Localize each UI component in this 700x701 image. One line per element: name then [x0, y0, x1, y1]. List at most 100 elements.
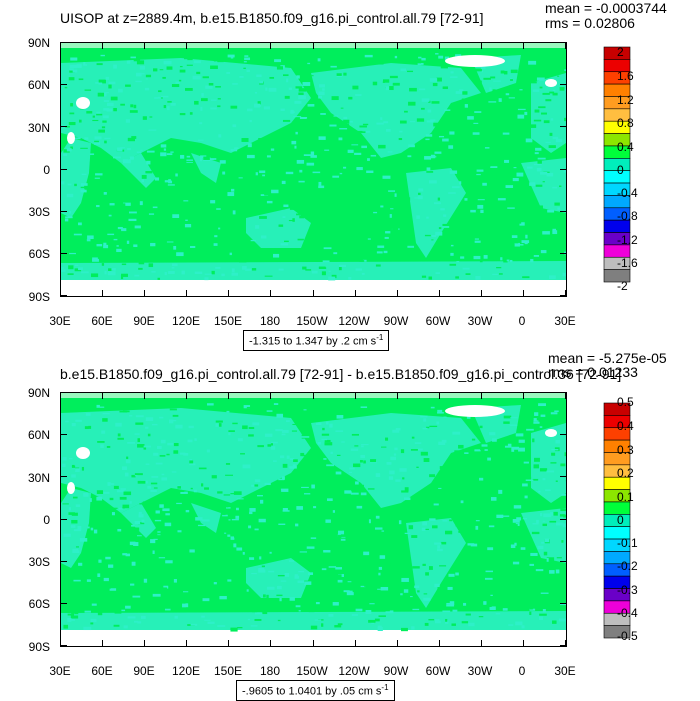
- field-cell: [539, 614, 547, 616]
- field-cell: [300, 117, 307, 119]
- field-cell: [370, 160, 374, 164]
- field-cell: [175, 425, 182, 429]
- field-cell: [311, 236, 318, 238]
- field-cell: [554, 410, 558, 412]
- field-cell: [474, 111, 481, 113]
- field-cell: [327, 495, 330, 496]
- x-tick-mark: [228, 290, 229, 296]
- field-cell: [326, 209, 332, 211]
- field-cell: [191, 488, 193, 489]
- field-cell: [286, 78, 288, 82]
- field-cell: [140, 150, 142, 151]
- field-cell: [473, 123, 478, 124]
- y-tick-label: 0: [10, 163, 50, 177]
- field-cell: [246, 164, 249, 165]
- field-cell: [451, 246, 455, 249]
- field-cell: [386, 129, 391, 132]
- field-cell: [158, 278, 161, 280]
- field-cell: [487, 458, 491, 461]
- field-cell: [327, 113, 331, 115]
- field-cell: [418, 196, 423, 200]
- field-cell: [295, 524, 298, 527]
- field-cell: [528, 246, 533, 249]
- field-cell: [138, 268, 142, 270]
- field-cell: [202, 225, 205, 227]
- colorbar-label: 0.5: [617, 395, 634, 409]
- field-cell: [174, 616, 177, 619]
- field-cell: [498, 198, 506, 200]
- field-cell: [122, 507, 124, 509]
- field-cell: [244, 61, 247, 62]
- field-cell: [180, 113, 186, 115]
- field-cell: [327, 243, 330, 246]
- field-cell: [408, 144, 415, 147]
- field-cell: [134, 621, 138, 623]
- field-cell: [286, 172, 293, 174]
- x-tick-label: 180: [250, 314, 290, 328]
- field-cell: [450, 71, 453, 73]
- field-cell: [387, 587, 393, 588]
- field-cell: [351, 61, 355, 62]
- field-cell: [95, 216, 102, 217]
- y-tick-mark: [61, 211, 67, 212]
- field-cell: [496, 515, 503, 518]
- y-tick-mark: [560, 84, 566, 85]
- field-cell: [70, 57, 77, 60]
- field-cell: [443, 86, 448, 89]
- field-cell: [417, 590, 419, 592]
- field-cell: [366, 220, 372, 221]
- field-cell: [86, 551, 91, 552]
- colorbar-label: 0: [617, 163, 624, 177]
- field-cell: [437, 549, 443, 551]
- field-cell: [431, 156, 437, 157]
- field-cell: [216, 208, 220, 210]
- field-cell: [322, 434, 329, 436]
- field-cell: [444, 109, 450, 110]
- field-cell: [80, 148, 88, 149]
- field-cell: [527, 167, 533, 169]
- field-cell: [160, 455, 166, 457]
- field-cell: [216, 423, 220, 426]
- field-cell: [483, 513, 485, 514]
- field-cell: [247, 109, 253, 112]
- field-cell: [72, 513, 78, 516]
- field-cell: [375, 619, 380, 622]
- field-cell: [529, 564, 534, 566]
- field-cell: [439, 227, 441, 229]
- field-cell: [302, 470, 308, 472]
- field-cell: [178, 569, 184, 571]
- field-cell: [68, 226, 71, 230]
- field-cell: [249, 601, 254, 603]
- field-cell: [74, 234, 82, 236]
- field-cell: [192, 560, 200, 562]
- field-cell: [401, 449, 404, 453]
- field-cell: [142, 558, 147, 561]
- field-cell: [233, 210, 236, 214]
- field-cell: [263, 594, 266, 597]
- field-cell: [269, 77, 274, 79]
- field-cell: [333, 252, 337, 254]
- field-cell: [176, 252, 183, 256]
- field-cell: [506, 93, 510, 95]
- field-cell: [165, 513, 170, 515]
- field-cell: [395, 193, 397, 197]
- field-cell: [108, 271, 116, 275]
- field-cell: [503, 608, 508, 611]
- field-cell: [267, 204, 269, 208]
- field-cell: [432, 235, 437, 237]
- field-cell: [453, 221, 459, 224]
- field-cell: [412, 437, 415, 439]
- y-tick-mark: [560, 295, 566, 296]
- field-cell: [370, 258, 377, 259]
- field-cell: [118, 522, 122, 525]
- field-cell: [437, 545, 440, 549]
- field-cell: [189, 426, 194, 428]
- field-cell: [556, 224, 561, 225]
- field-cell: [126, 457, 128, 459]
- field-cell: [282, 135, 284, 138]
- field-cell: [339, 128, 347, 129]
- field-cell: [206, 251, 212, 254]
- field-cell: [450, 253, 453, 256]
- field-cell: [462, 99, 467, 103]
- field-cell: [98, 612, 102, 616]
